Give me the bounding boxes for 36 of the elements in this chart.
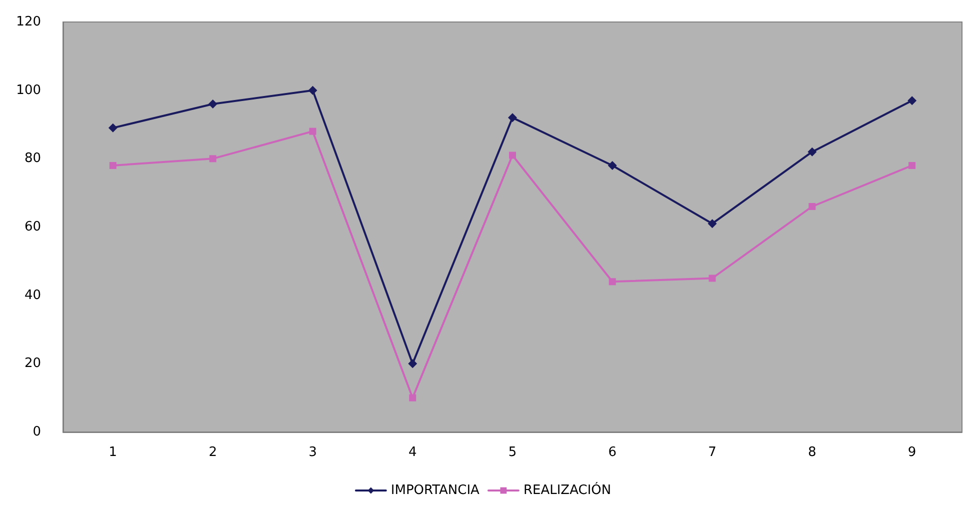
point <box>408 359 418 368</box>
point <box>608 161 617 170</box>
legend-label: REALIZACIÓN <box>523 481 612 498</box>
point <box>908 96 917 106</box>
point <box>208 100 218 108</box>
point <box>808 147 817 156</box>
point <box>708 219 717 228</box>
point <box>109 162 116 169</box>
point <box>209 155 216 162</box>
y-tick-label: 0 <box>32 424 41 440</box>
point <box>908 162 916 169</box>
point <box>808 203 816 210</box>
y-tick-label: 60 <box>24 220 41 234</box>
x-tick-label: 6 <box>608 445 617 460</box>
x-tick-label: 1 <box>108 445 118 460</box>
y-tick-label: 80 <box>24 151 41 166</box>
point <box>508 113 517 122</box>
x-tick-label: 9 <box>908 445 916 460</box>
x-tick-label: 3 <box>308 445 317 460</box>
y-tick-label: 100 <box>16 82 41 98</box>
x-tick-label: 8 <box>808 445 816 460</box>
y-tick-label: 120 <box>16 14 41 30</box>
point <box>409 394 416 402</box>
point <box>608 278 616 286</box>
x-tick-label: 7 <box>708 445 716 460</box>
x-tick-label: 5 <box>508 445 517 460</box>
y-tick-label: 40 <box>24 288 41 303</box>
point <box>509 152 516 159</box>
point <box>708 274 716 282</box>
point <box>309 128 316 135</box>
x-tick-label: 2 <box>208 445 217 460</box>
y-tick-label: 20 <box>24 356 41 372</box>
point <box>108 123 118 132</box>
x-tick-label: 4 <box>408 445 417 460</box>
point <box>308 86 318 95</box>
legend-label: IMPORTANCIA <box>390 483 480 498</box>
